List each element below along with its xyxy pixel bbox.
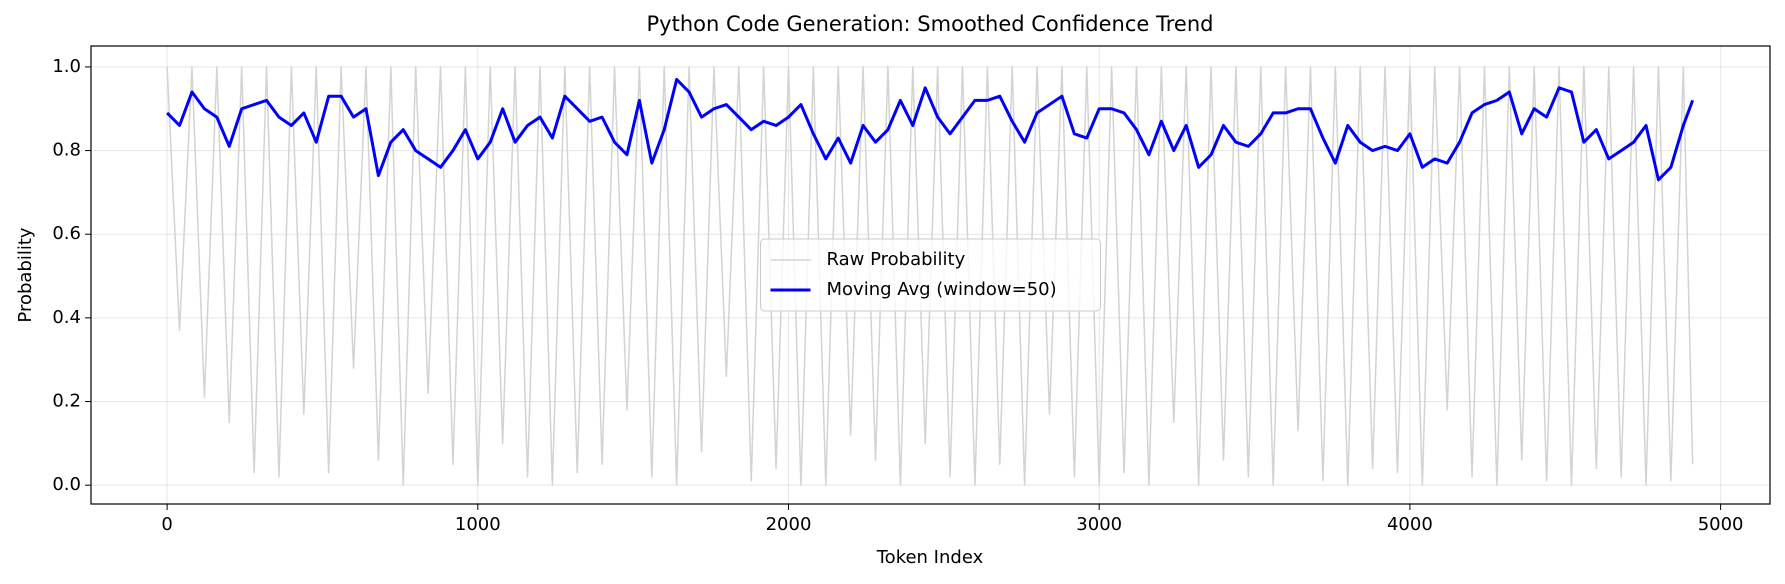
chart-title: Python Code Generation: Smoothed Confide… (647, 12, 1214, 36)
y-tick-label: 0.4 (52, 307, 81, 328)
x-tick-label: 3000 (1076, 514, 1122, 535)
x-axis-label: Token Index (876, 547, 984, 568)
y-tick-label: 0.6 (52, 223, 81, 244)
x-tick-label: 4000 (1387, 514, 1433, 535)
x-tick-label: 5000 (1698, 514, 1744, 535)
legend: Raw Probability Moving Avg (window=50) (760, 238, 1101, 312)
legend-label: Raw Probability (827, 249, 966, 270)
x-tick-label: 2000 (766, 514, 812, 535)
legend-box (760, 238, 1101, 312)
legend-label: Moving Avg (window=50) (827, 279, 1057, 300)
y-tick-label: 0.8 (52, 140, 81, 161)
y-tick-label: 0.0 (52, 474, 81, 495)
y-tick-label: 0.2 (52, 391, 81, 412)
x-tick-label: 1000 (455, 514, 501, 535)
series-line (166, 77, 1695, 182)
y-tick-label: 1.0 (52, 56, 81, 77)
x-tick-label: 0 (161, 514, 172, 535)
y-axis-label: Probability (15, 227, 36, 322)
plot-frame (90, 45, 1771, 505)
